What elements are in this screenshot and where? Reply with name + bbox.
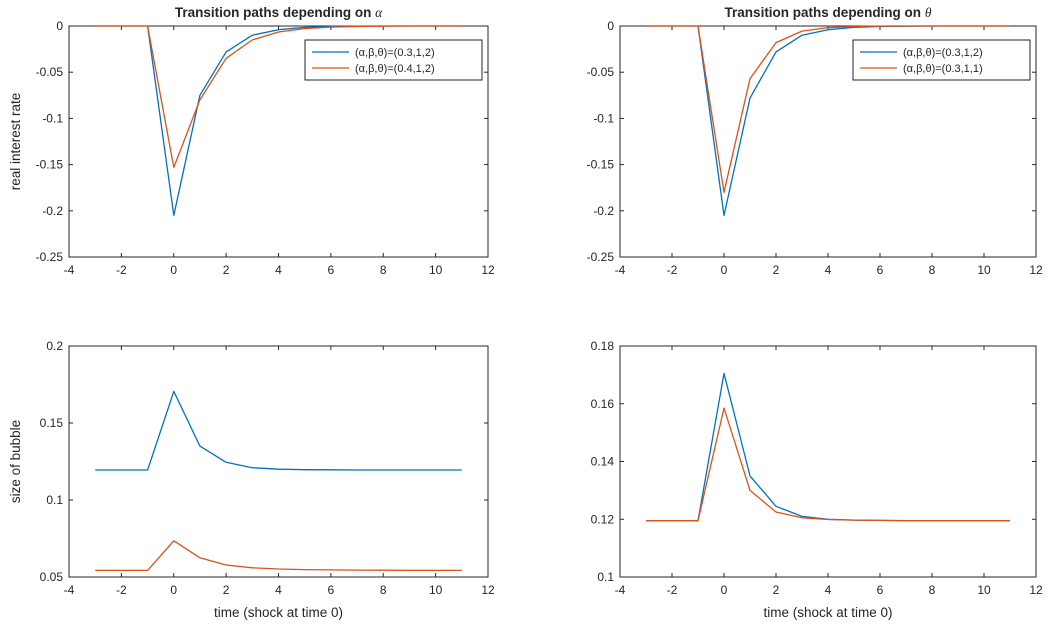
x-tick-label: 12: [481, 583, 495, 597]
x-tick-label: -2: [116, 263, 127, 277]
x-tick-label: 4: [275, 583, 282, 597]
legend: (α,β,θ)=(0.3,1,2) (α,β,θ)=(0.4,1,2): [304, 39, 483, 81]
x-tick-label: 10: [429, 583, 443, 597]
x-axis-label: time (shock at time 0): [214, 605, 343, 620]
x-tick-label: 6: [877, 583, 884, 597]
y-tick-label: -0.15: [587, 158, 615, 172]
y-tick-label: -0.05: [587, 65, 615, 79]
x-tick-label: 0: [721, 263, 728, 277]
x-tick-label: -4: [615, 583, 626, 597]
y-tick-label: 0: [607, 19, 614, 33]
y-tick-label: -0.15: [36, 158, 64, 172]
y-tick-label: -0.05: [36, 65, 64, 79]
legend-entry-2: (α,β,θ)=(0.4,1,2): [355, 63, 435, 75]
legend-entry-1: (α,β,θ)=(0.3,1,2): [355, 47, 435, 59]
y-tick-label: 0: [56, 19, 63, 33]
legend-entry-2: (α,β,θ)=(0.3,1,1): [903, 63, 983, 75]
x-tick-label: 6: [328, 583, 335, 597]
x-tick-label: 6: [877, 263, 884, 277]
x-tick-label: -4: [64, 583, 75, 597]
subplot-1: -4 -2 0 2 4 6 8 10 12 -0.25 -0.2 -0.15 -0.1 -0.05 0 Tra…: [8, 5, 495, 277]
x-tick-label: 8: [380, 263, 387, 277]
x-tick-label: 4: [275, 263, 282, 277]
series-line-2: [646, 407, 1010, 522]
x-tick-label: 2: [773, 263, 780, 277]
legend-box: [304, 39, 483, 81]
x-tick-label: 2: [223, 263, 230, 277]
legend: (α,β,θ)=(0.3,1,2) (α,β,θ)=(0.3,1,1): [852, 39, 1031, 81]
x-tick-label: -2: [116, 583, 127, 597]
x-tick-label: 4: [825, 583, 832, 597]
subplot-4: -4 -2 0 2 4 6 8 10 12 0.1 0.12 0.14 0.16 0.18 time (sh…: [591, 339, 1043, 620]
x-tick-label: 10: [977, 263, 991, 277]
plot-frame: [68, 345, 489, 578]
x-tick-label: -2: [667, 263, 678, 277]
x-tick-label: 12: [481, 263, 495, 277]
subplot-2: -4 -2 0 2 4 6 8 10 12 -0.25 -0.2 -0.15 -0.1 -0.05 0 Tra…: [587, 5, 1043, 277]
series-line-2: [646, 25, 1010, 193]
x-tick-label: 2: [773, 583, 780, 597]
x-tick-label: 12: [1029, 583, 1043, 597]
chart-title-symbol: α: [375, 5, 383, 20]
y-tick-label: 0.1: [597, 570, 614, 584]
x-tick-label: -4: [64, 263, 75, 277]
y-tick-label: 0.18: [591, 339, 615, 353]
legend-box: [852, 39, 1031, 81]
y-tick-label: -0.1: [42, 111, 63, 125]
chart-title-text: Transition paths depending on: [175, 5, 375, 20]
series-line-1: [95, 390, 462, 471]
x-tick-label: -2: [667, 583, 678, 597]
chart-title: Transition paths depending on α: [175, 5, 383, 20]
y-tick-label: -0.2: [42, 204, 63, 218]
x-tick-label: 12: [1029, 263, 1043, 277]
x-tick-label: 0: [170, 263, 177, 277]
x-tick-label: 0: [721, 583, 728, 597]
y-tick-label: -0.25: [587, 250, 615, 264]
x-axis-label: time (shock at time 0): [763, 605, 892, 620]
y-tick-label: 0.05: [40, 570, 64, 584]
y-tick-label: -0.1: [593, 111, 614, 125]
x-tick-label: 10: [977, 583, 991, 597]
plot-frame: [619, 345, 1037, 578]
y-tick-label: 0.14: [591, 455, 615, 469]
subplot-3: -4 -2 0 2 4 6 8 10 12 0.05 0.1 0.15 0.2 size of bubbl…: [8, 339, 495, 620]
x-tick-label: -4: [615, 263, 626, 277]
x-tick-label: 0: [170, 583, 177, 597]
chart-title: Transition paths depending on θ: [725, 5, 932, 20]
y-axis-label: size of bubble: [8, 420, 23, 503]
x-tick-label: 2: [223, 583, 230, 597]
chart-title-symbol: θ: [925, 5, 932, 20]
x-tick-label: 8: [380, 583, 387, 597]
y-axis-label: real interest rate: [8, 93, 23, 191]
x-tick-label: 10: [429, 263, 443, 277]
y-tick-label: -0.25: [36, 250, 64, 264]
x-tick-label: 6: [328, 263, 335, 277]
x-tick-label: 4: [825, 263, 832, 277]
chart-title-text: Transition paths depending on: [725, 5, 925, 20]
y-tick-label: 0.12: [591, 512, 615, 526]
y-tick-label: 0.2: [46, 339, 63, 353]
y-tick-label: 0.16: [591, 397, 615, 411]
series-line-2: [95, 540, 462, 572]
x-tick-label: 8: [929, 263, 936, 277]
y-tick-label: -0.2: [593, 204, 614, 218]
x-tick-label: 8: [929, 583, 936, 597]
y-tick-label: 0.1: [46, 493, 63, 507]
series-line-2: [95, 25, 462, 169]
y-tick-label: 0.15: [40, 416, 64, 430]
legend-entry-1: (α,β,θ)=(0.3,1,2): [903, 47, 983, 59]
